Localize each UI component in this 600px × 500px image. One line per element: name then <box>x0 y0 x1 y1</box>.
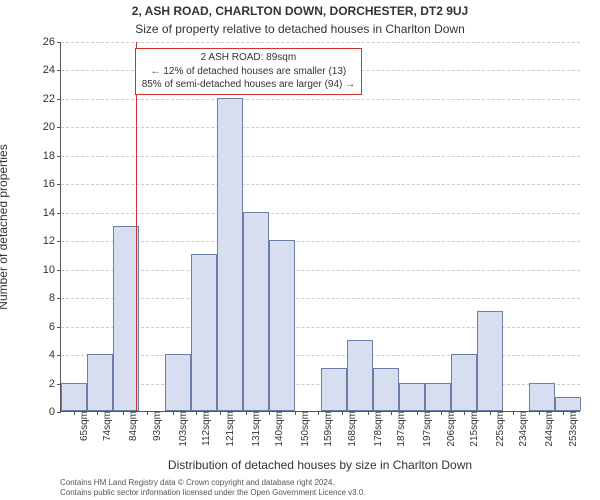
xtick-mark <box>490 411 491 415</box>
ytick-label: 10 <box>31 264 61 276</box>
histogram-bar <box>61 383 87 411</box>
xtick-label: 103sqm <box>176 411 189 447</box>
ytick-label: 22 <box>31 93 61 105</box>
xtick-label: 178sqm <box>371 411 384 447</box>
xtick-label: 187sqm <box>394 411 407 447</box>
ytick-label: 12 <box>31 235 61 247</box>
xtick-label: 197sqm <box>420 411 433 447</box>
xtick-mark <box>295 411 296 415</box>
xtick-label: 150sqm <box>298 411 311 447</box>
histogram-bar <box>373 368 399 411</box>
gridline <box>61 184 580 185</box>
histogram-bar <box>477 311 503 411</box>
xtick-label: 140sqm <box>272 411 285 447</box>
histogram-bar <box>347 340 373 411</box>
xtick-mark <box>464 411 465 415</box>
xtick-label: 84sqm <box>126 411 139 441</box>
histogram-bar <box>425 383 451 411</box>
xtick-mark <box>563 411 564 415</box>
gridline <box>61 156 580 157</box>
histogram-bar <box>555 397 581 411</box>
histogram-bar <box>399 383 425 411</box>
annotation-box: 2 ASH ROAD: 89sqm ← 12% of detached hous… <box>135 48 362 95</box>
xtick-label: 206sqm <box>444 411 457 447</box>
histogram-bar <box>217 98 243 411</box>
xtick-mark <box>220 411 221 415</box>
ytick-label: 0 <box>31 406 61 418</box>
gridline <box>61 99 580 100</box>
xtick-label: 93sqm <box>150 411 163 441</box>
marker-line <box>136 42 137 411</box>
xtick-mark <box>318 411 319 415</box>
xtick-label: 215sqm <box>467 411 480 447</box>
annotation-line-1: 2 ASH ROAD: 89sqm <box>142 51 355 65</box>
xtick-label: 225sqm <box>493 411 506 447</box>
xtick-mark <box>173 411 174 415</box>
chart-subtitle: Size of property relative to detached ho… <box>0 22 600 36</box>
histogram-bar <box>87 354 113 411</box>
xtick-mark <box>196 411 197 415</box>
xtick-label: 74sqm <box>100 411 113 441</box>
xtick-label: 131sqm <box>249 411 262 447</box>
xtick-mark <box>147 411 148 415</box>
gridline <box>61 42 580 43</box>
annotation-line-3: 85% of semi-detached houses are larger (… <box>142 78 355 92</box>
xtick-label: 168sqm <box>345 411 358 447</box>
ytick-label: 16 <box>31 178 61 190</box>
histogram-bar <box>269 240 295 411</box>
ytick-label: 2 <box>31 378 61 390</box>
footnote: Contains HM Land Registry data © Crown c… <box>60 478 366 497</box>
gridline <box>61 127 580 128</box>
ytick-label: 14 <box>31 207 61 219</box>
ytick-label: 8 <box>31 292 61 304</box>
gridline <box>61 213 580 214</box>
xtick-label: 253sqm <box>566 411 579 447</box>
chart-container: 2, ASH ROAD, CHARLTON DOWN, DORCHESTER, … <box>0 0 600 500</box>
histogram-bar <box>321 368 347 411</box>
xtick-mark <box>368 411 369 415</box>
xtick-label: 112sqm <box>199 411 212 446</box>
histogram-bar <box>165 354 191 411</box>
xtick-mark <box>441 411 442 415</box>
xtick-mark <box>123 411 124 415</box>
ytick-label: 20 <box>31 121 61 133</box>
histogram-bar <box>243 212 269 411</box>
ytick-label: 4 <box>31 349 61 361</box>
x-axis-label: Distribution of detached houses by size … <box>60 458 580 472</box>
ytick-label: 24 <box>31 64 61 76</box>
xtick-mark <box>417 411 418 415</box>
xtick-label: 65sqm <box>77 411 90 441</box>
histogram-bar <box>191 254 217 411</box>
footnote-line-1: Contains HM Land Registry data © Crown c… <box>60 478 366 488</box>
histogram-bar <box>529 383 555 411</box>
xtick-label: 121sqm <box>223 411 236 447</box>
footnote-line-2: Contains public sector information licen… <box>60 488 366 498</box>
xtick-mark <box>513 411 514 415</box>
xtick-mark <box>97 411 98 415</box>
ytick-label: 18 <box>31 150 61 162</box>
xtick-label: 159sqm <box>321 411 334 447</box>
xtick-mark <box>391 411 392 415</box>
y-axis-label: Number of detached properties <box>0 42 10 412</box>
xtick-mark <box>246 411 247 415</box>
xtick-mark <box>539 411 540 415</box>
xtick-mark <box>269 411 270 415</box>
histogram-bar <box>113 226 139 411</box>
plot-area: 0246810121416182022242665sqm74sqm84sqm93… <box>60 42 580 412</box>
ytick-label: 6 <box>31 321 61 333</box>
xtick-mark <box>74 411 75 415</box>
chart-title: 2, ASH ROAD, CHARLTON DOWN, DORCHESTER, … <box>0 4 600 18</box>
histogram-bar <box>451 354 477 411</box>
annotation-line-2: ← 12% of detached houses are smaller (13… <box>142 65 355 79</box>
xtick-label: 244sqm <box>542 411 555 447</box>
xtick-label: 234sqm <box>516 411 529 447</box>
xtick-mark <box>342 411 343 415</box>
ytick-label: 26 <box>31 36 61 48</box>
